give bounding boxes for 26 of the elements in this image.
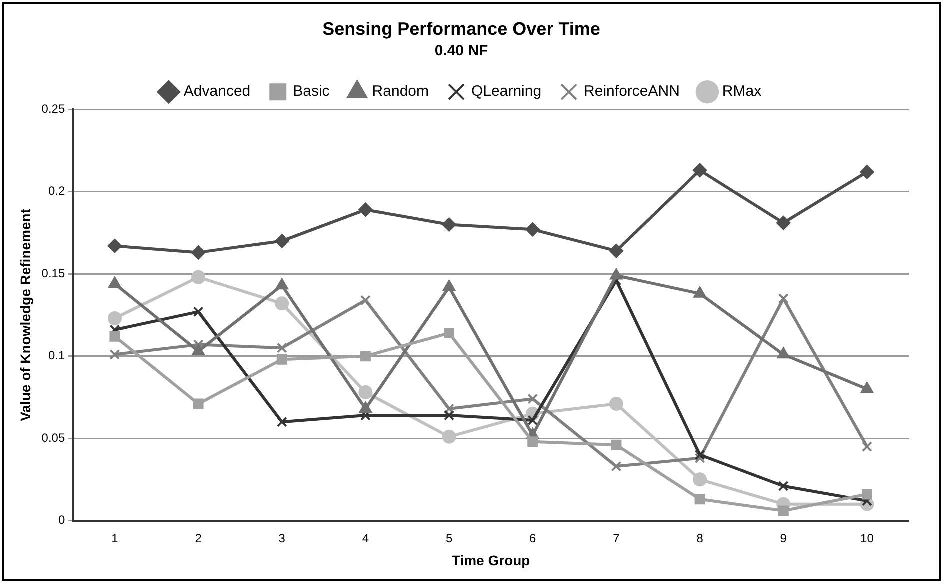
y-axis-title: Value of Knowledge Refinement	[17, 208, 34, 422]
legend-label: Advanced	[184, 83, 251, 100]
y-tick-label: 0.05	[42, 430, 66, 445]
y-tick-label: 0.2	[48, 184, 66, 198]
y-tick-label: 0.1	[48, 348, 66, 363]
x-tick-label: 1	[112, 531, 119, 546]
x-tick-label: 10	[860, 531, 874, 546]
x-axis-title: Time Group	[452, 552, 530, 568]
x-tick-label: 2	[195, 531, 202, 546]
chart-title: Sensing Performance Over Time	[322, 18, 600, 39]
legend-label: ReinforceANN	[584, 83, 680, 100]
x-tick-label: 7	[613, 531, 620, 546]
legend-label: Random	[372, 83, 430, 100]
legend-label: RMax	[722, 83, 762, 100]
y-tick-label: 0.25	[42, 102, 66, 116]
legend-label: QLearning	[472, 83, 542, 100]
y-tick-label: 0.15	[42, 266, 66, 280]
chart-subtitle: 0.40 NF	[434, 42, 488, 60]
x-tick-label: 5	[446, 531, 453, 546]
x-tick-label: 8	[696, 531, 704, 546]
x-tick-label: 3	[278, 531, 286, 546]
x-tick-label: 4	[362, 531, 370, 546]
legend-label: Basic	[293, 83, 330, 100]
x-tick-label: 6	[530, 531, 537, 546]
x-tick-label: 9	[780, 531, 788, 546]
y-tick-label: 0	[58, 513, 66, 528]
